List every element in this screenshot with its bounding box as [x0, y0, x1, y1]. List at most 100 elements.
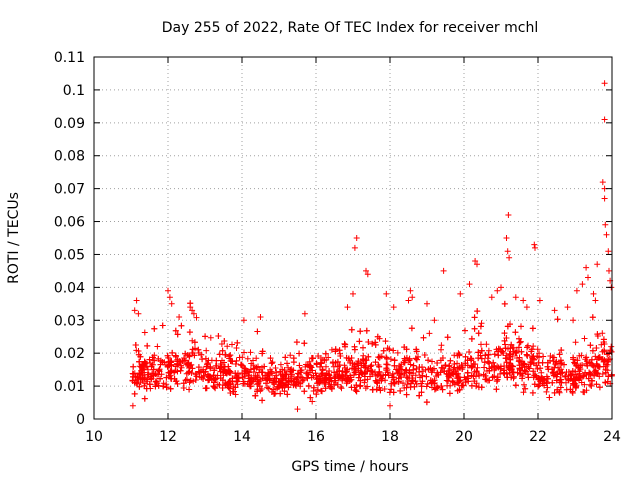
data-point [446, 366, 453, 372]
data-point [594, 362, 601, 369]
data-point [286, 379, 293, 385]
data-point [539, 375, 546, 382]
data-point [330, 359, 336, 366]
data-point [426, 330, 433, 337]
y-axis-title: ROTI / TECUs [6, 192, 22, 284]
data-point [301, 388, 308, 395]
data-point [271, 391, 278, 397]
data-point [315, 353, 322, 359]
data-point [596, 384, 603, 391]
data-point [574, 357, 581, 364]
data-point [357, 377, 364, 384]
data-point [569, 368, 576, 374]
data-point [172, 353, 179, 360]
data-point [193, 314, 200, 321]
data-point [536, 382, 543, 389]
data-point [531, 381, 538, 388]
data-point [504, 323, 511, 330]
data-point [587, 342, 594, 349]
data-point [185, 359, 192, 366]
data-point [281, 367, 288, 374]
data-point [226, 385, 233, 392]
data-point [230, 388, 237, 395]
data-point [174, 380, 181, 387]
data-point [556, 351, 563, 358]
data-point [277, 368, 284, 375]
data-point [219, 347, 226, 354]
data-point [465, 378, 472, 385]
data-point [221, 338, 228, 344]
data-point [257, 314, 264, 320]
data-point [294, 406, 301, 413]
data-point [416, 368, 423, 375]
data-point [468, 382, 475, 389]
data-point [564, 304, 571, 311]
data-point [225, 384, 232, 391]
grid-lines [94, 57, 612, 419]
data-point [556, 379, 563, 386]
data-point [190, 310, 197, 317]
data-point [593, 345, 600, 351]
data-point [180, 380, 187, 387]
data-point [316, 379, 323, 386]
data-point [473, 368, 480, 375]
data-point [321, 378, 328, 384]
data-point [431, 317, 438, 324]
data-point [581, 381, 588, 388]
x-tick-label: 16 [307, 429, 325, 445]
data-point [470, 373, 477, 380]
data-point [383, 367, 390, 373]
data-point [144, 342, 151, 349]
data-point [425, 366, 432, 373]
data-point [342, 341, 349, 348]
data-point [265, 371, 272, 378]
data-point [507, 351, 514, 358]
data-point [402, 357, 409, 364]
data-point [358, 370, 365, 377]
data-point [561, 361, 567, 368]
data-point [420, 368, 426, 375]
data-point [160, 383, 167, 390]
data-point [512, 329, 519, 336]
data-point [554, 316, 561, 323]
data-point [580, 372, 587, 379]
data-point [601, 347, 608, 354]
data-point [384, 355, 390, 362]
data-point [489, 374, 496, 381]
data-point [552, 371, 559, 378]
data-point [281, 388, 288, 395]
data-point [132, 377, 139, 384]
data-point [437, 357, 444, 364]
data-point [338, 385, 345, 392]
data-point [229, 341, 235, 348]
data-point [350, 365, 357, 372]
data-point [394, 370, 401, 376]
data-point [507, 356, 514, 363]
data-point [504, 248, 511, 255]
data-point [419, 372, 426, 379]
data-point [163, 374, 170, 381]
data-point [186, 368, 193, 375]
data-point [585, 274, 591, 281]
data-point [531, 241, 538, 248]
data-point [475, 349, 482, 356]
data-point [471, 325, 478, 332]
data-point [486, 377, 493, 384]
data-point [418, 389, 425, 396]
data-point [451, 361, 458, 367]
data-point [335, 375, 342, 382]
data-point [202, 368, 209, 375]
data-point [186, 386, 193, 393]
data-point [520, 389, 527, 396]
data-point [406, 369, 413, 376]
data-point [384, 361, 391, 368]
data-point [198, 351, 205, 358]
data-point [464, 369, 471, 376]
data-point [347, 374, 354, 381]
data-point [174, 368, 181, 375]
data-point [254, 374, 261, 381]
data-point [474, 308, 481, 315]
data-point [405, 297, 412, 304]
data-point [135, 310, 142, 317]
